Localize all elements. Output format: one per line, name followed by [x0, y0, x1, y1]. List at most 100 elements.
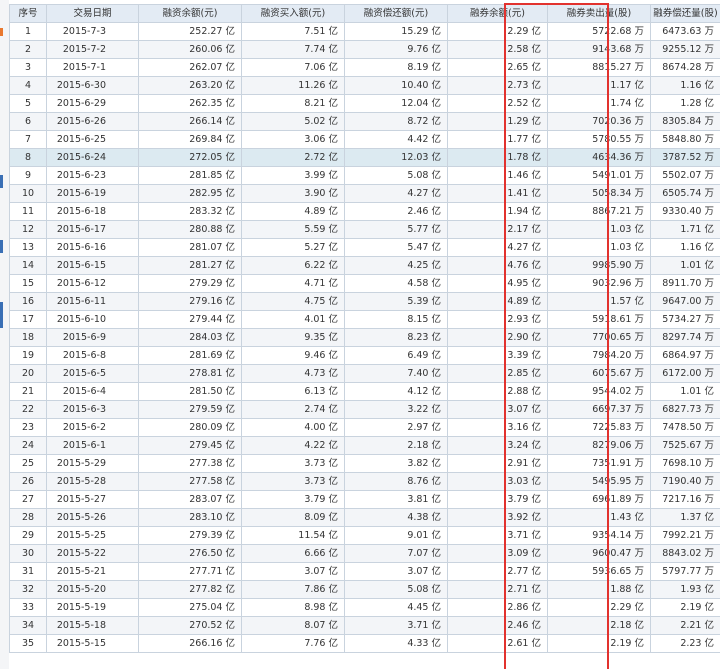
cell-financing-repay: 3.22 亿	[344, 400, 448, 419]
cell-index: 10	[9, 184, 47, 203]
cell-financing-repay: 8.76 亿	[344, 472, 448, 491]
cell-short-balance: 2.46 亿	[447, 616, 548, 635]
cell-short-sell-volume: 1.57 亿	[547, 292, 651, 311]
cell-index: 29	[9, 526, 47, 545]
cell-financing-repay: 7.07 亿	[344, 544, 448, 563]
cell-short-sell-volume: 5058.34 万	[547, 184, 651, 203]
cell-short-repay-volume: 1.16 亿	[650, 238, 720, 257]
cell-index: 1	[9, 22, 47, 41]
table-row: 19 2015-6-8 281.69 亿 9.46 亿 6.49 亿 3.39 亿 7984…	[9, 346, 720, 365]
cell-index: 33	[9, 598, 47, 617]
cell-short-sell-volume: 5491.01 万	[547, 166, 651, 185]
cell-index: 17	[9, 310, 47, 329]
cell-short-sell-volume: 2.19 亿	[547, 634, 651, 653]
cell-financing-repay: 4.38 亿	[344, 508, 448, 527]
cell-financing-balance: 260.06 亿	[138, 40, 242, 59]
cell-short-repay-volume: 8911.70 万	[650, 274, 720, 293]
cell-index: 15	[9, 274, 47, 293]
cell-financing-balance: 279.16 亿	[138, 292, 242, 311]
cell-short-sell-volume: 9985.90 万	[547, 256, 651, 275]
cell-short-sell-volume: 7225.83 万	[547, 418, 651, 437]
cell-financing-balance: 277.38 亿	[138, 454, 242, 473]
cell-short-sell-volume: 6075.67 万	[547, 364, 651, 383]
cell-financing-buy: 3.73 亿	[241, 454, 345, 473]
edge-mark	[0, 302, 3, 328]
cell-financing-balance: 281.50 亿	[138, 382, 242, 401]
cell-financing-balance: 277.71 亿	[138, 562, 242, 581]
cell-short-sell-volume: 9354.14 万	[547, 526, 651, 545]
cell-trade-date: 2015-7-2	[46, 40, 139, 59]
cell-short-repay-volume: 7698.10 万	[650, 454, 720, 473]
cell-financing-buy: 3.07 亿	[241, 562, 345, 581]
cell-financing-balance: 283.07 亿	[138, 490, 242, 509]
cell-trade-date: 2015-6-19	[46, 184, 139, 203]
cell-short-sell-volume: 5936.65 万	[547, 562, 651, 581]
cell-index: 30	[9, 544, 47, 563]
cell-short-repay-volume: 6172.00 万	[650, 364, 720, 383]
cell-short-balance: 1.78 亿	[447, 148, 548, 167]
cell-financing-balance: 279.39 亿	[138, 526, 242, 545]
cell-short-balance: 3.07 亿	[447, 400, 548, 419]
cell-financing-repay: 4.12 亿	[344, 382, 448, 401]
cell-index: 9	[9, 166, 47, 185]
cell-index: 7	[9, 130, 47, 149]
cell-financing-repay: 4.45 亿	[344, 598, 448, 617]
cell-short-repay-volume: 6505.74 万	[650, 184, 720, 203]
cell-trade-date: 2015-6-9	[46, 328, 139, 347]
cell-index: 23	[9, 418, 47, 437]
cell-short-repay-volume: 6473.63 万	[650, 22, 720, 41]
cell-financing-buy: 6.66 亿	[241, 544, 345, 563]
cell-short-sell-volume: 9143.68 万	[547, 40, 651, 59]
cell-short-balance: 1.94 亿	[447, 202, 548, 221]
edge-mark	[0, 28, 3, 36]
table-row: 18 2015-6-9 284.03 亿 9.35 亿 8.23 亿 2.90 亿 7700…	[9, 328, 720, 347]
cell-financing-repay: 2.97 亿	[344, 418, 448, 437]
cell-financing-buy: 4.89 亿	[241, 202, 345, 221]
cell-trade-date: 2015-7-3	[46, 22, 139, 41]
cell-financing-repay: 5.39 亿	[344, 292, 448, 311]
cell-short-repay-volume: 1.01 亿	[650, 382, 720, 401]
cell-financing-balance: 281.27 亿	[138, 256, 242, 275]
table-row: 26 2015-5-28 277.58 亿 3.73 亿 8.76 亿 3.03 亿 549…	[9, 472, 720, 491]
cell-financing-balance: 275.04 亿	[138, 598, 242, 617]
cell-short-sell-volume: 6697.37 万	[547, 400, 651, 419]
table-row: 16 2015-6-11 279.16 亿 4.75 亿 5.39 亿 4.89 亿 1.5…	[9, 292, 720, 311]
cell-financing-buy: 5.02 亿	[241, 112, 345, 131]
header-short-balance: 融券余额(元)	[447, 4, 548, 23]
cell-financing-buy: 2.74 亿	[241, 400, 345, 419]
cell-financing-buy: 9.35 亿	[241, 328, 345, 347]
cell-short-sell-volume: 9544.02 万	[547, 382, 651, 401]
cell-financing-repay: 3.71 亿	[344, 616, 448, 635]
cell-financing-repay: 12.03 亿	[344, 148, 448, 167]
table-row: 4 2015-6-30 263.20 亿 11.26 亿 10.40 亿 2.73 亿 1.…	[9, 76, 720, 95]
cell-trade-date: 2015-6-26	[46, 112, 139, 131]
cell-financing-buy: 6.22 亿	[241, 256, 345, 275]
cell-index: 13	[9, 238, 47, 257]
cell-financing-repay: 5.77 亿	[344, 220, 448, 239]
table-row: 35 2015-5-15 266.16 亿 7.76 亿 4.33 亿 2.61 亿 2.1…	[9, 634, 720, 653]
table-body: 1 2015-7-3 252.27 亿 7.51 亿 15.29 亿 2.29 亿 5722…	[9, 22, 720, 653]
cell-short-sell-volume: 1.88 亿	[547, 580, 651, 599]
cell-short-sell-volume: 7984.20 万	[547, 346, 651, 365]
cell-short-balance: 3.71 亿	[447, 526, 548, 545]
cell-index: 14	[9, 256, 47, 275]
cell-financing-balance: 283.10 亿	[138, 508, 242, 527]
cell-financing-balance: 278.81 亿	[138, 364, 242, 383]
cell-trade-date: 2015-6-8	[46, 346, 139, 365]
table-row: 11 2015-6-18 283.32 亿 4.89 亿 2.46 亿 1.94 亿 886…	[9, 202, 720, 221]
cell-financing-repay: 8.23 亿	[344, 328, 448, 347]
table-row: 17 2015-6-10 279.44 亿 4.01 亿 8.15 亿 2.93 亿 591…	[9, 310, 720, 329]
cell-short-sell-volume: 1.43 亿	[547, 508, 651, 527]
edge-mark	[0, 175, 3, 188]
cell-index: 21	[9, 382, 47, 401]
cell-short-repay-volume: 1.93 亿	[650, 580, 720, 599]
cell-financing-buy: 6.13 亿	[241, 382, 345, 401]
cell-trade-date: 2015-7-1	[46, 58, 139, 77]
cell-short-sell-volume: 9600.47 万	[547, 544, 651, 563]
cell-financing-repay: 4.58 亿	[344, 274, 448, 293]
table-row: 21 2015-6-4 281.50 亿 6.13 亿 4.12 亿 2.88 亿 9544…	[9, 382, 720, 401]
cell-index: 18	[9, 328, 47, 347]
cell-financing-repay: 6.49 亿	[344, 346, 448, 365]
cell-financing-repay: 4.42 亿	[344, 130, 448, 149]
cell-short-repay-volume: 1.01 亿	[650, 256, 720, 275]
